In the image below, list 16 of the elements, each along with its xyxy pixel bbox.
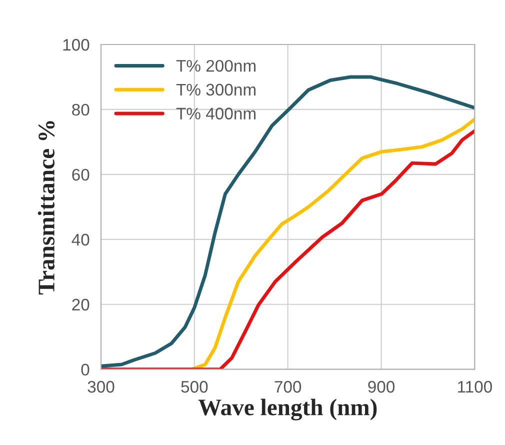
x-tick-label: 700 [274,380,302,393]
x-tick-label: 300 [88,380,114,393]
y-tick-label: 40 [72,234,90,246]
x-tick-label: 500 [181,380,208,393]
y-tick-label: 20 [72,298,90,311]
y-axis-title: Transmittance % [38,121,55,295]
y-tick-label: 100 [63,38,90,51]
x-axis-title: Wave length (nm) [198,398,377,420]
y-tick-label: 80 [72,104,90,116]
legend-label: T% 300nm [176,84,256,96]
legend-label: T% 200nm [176,60,256,72]
legend-label: T% 400nm [176,108,256,120]
y-tick-label: 60 [72,168,90,181]
x-tick-label: 1100 [458,380,492,393]
x-tick-label: 900 [368,380,395,393]
y-tick-label: 0 [81,364,90,376]
